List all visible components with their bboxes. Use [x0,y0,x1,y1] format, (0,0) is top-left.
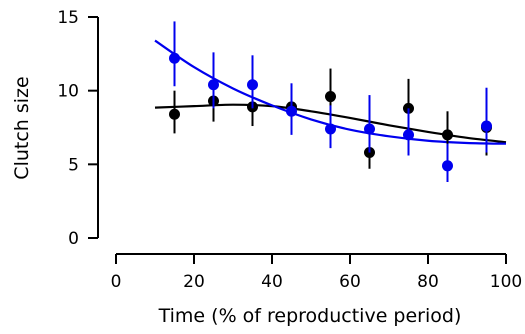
x-axis-title: Time (% of reproductive period) [158,305,462,327]
data-point [247,79,258,91]
data-point [481,120,492,132]
x-tick-label: 100 [490,272,522,292]
x-tick-label: 0 [111,272,122,292]
data-point [325,91,336,103]
x-tick-label: 20 [183,272,205,292]
data-point [286,105,297,117]
y-tick-label: 0 [68,229,79,249]
y-tick-label: 5 [68,155,79,175]
x-tick-label: 60 [339,272,361,292]
data-point [169,52,180,64]
data-point [442,129,453,141]
ticks: 0 5 10 15 0 20 40 60 80 100 [57,8,522,292]
data-point [208,79,219,91]
data-point [325,123,336,135]
data-point [403,129,414,141]
data-point [364,123,375,135]
axes [97,17,506,255]
y-tick-label: 10 [57,82,79,102]
x-tick-label: 40 [261,272,283,292]
data-point [169,108,180,120]
y-axis-title: Clutch size [11,76,33,179]
x-tick-label: 80 [417,272,439,292]
data-point [442,160,453,172]
y-tick-label: 15 [57,8,79,28]
data-points [169,21,492,183]
